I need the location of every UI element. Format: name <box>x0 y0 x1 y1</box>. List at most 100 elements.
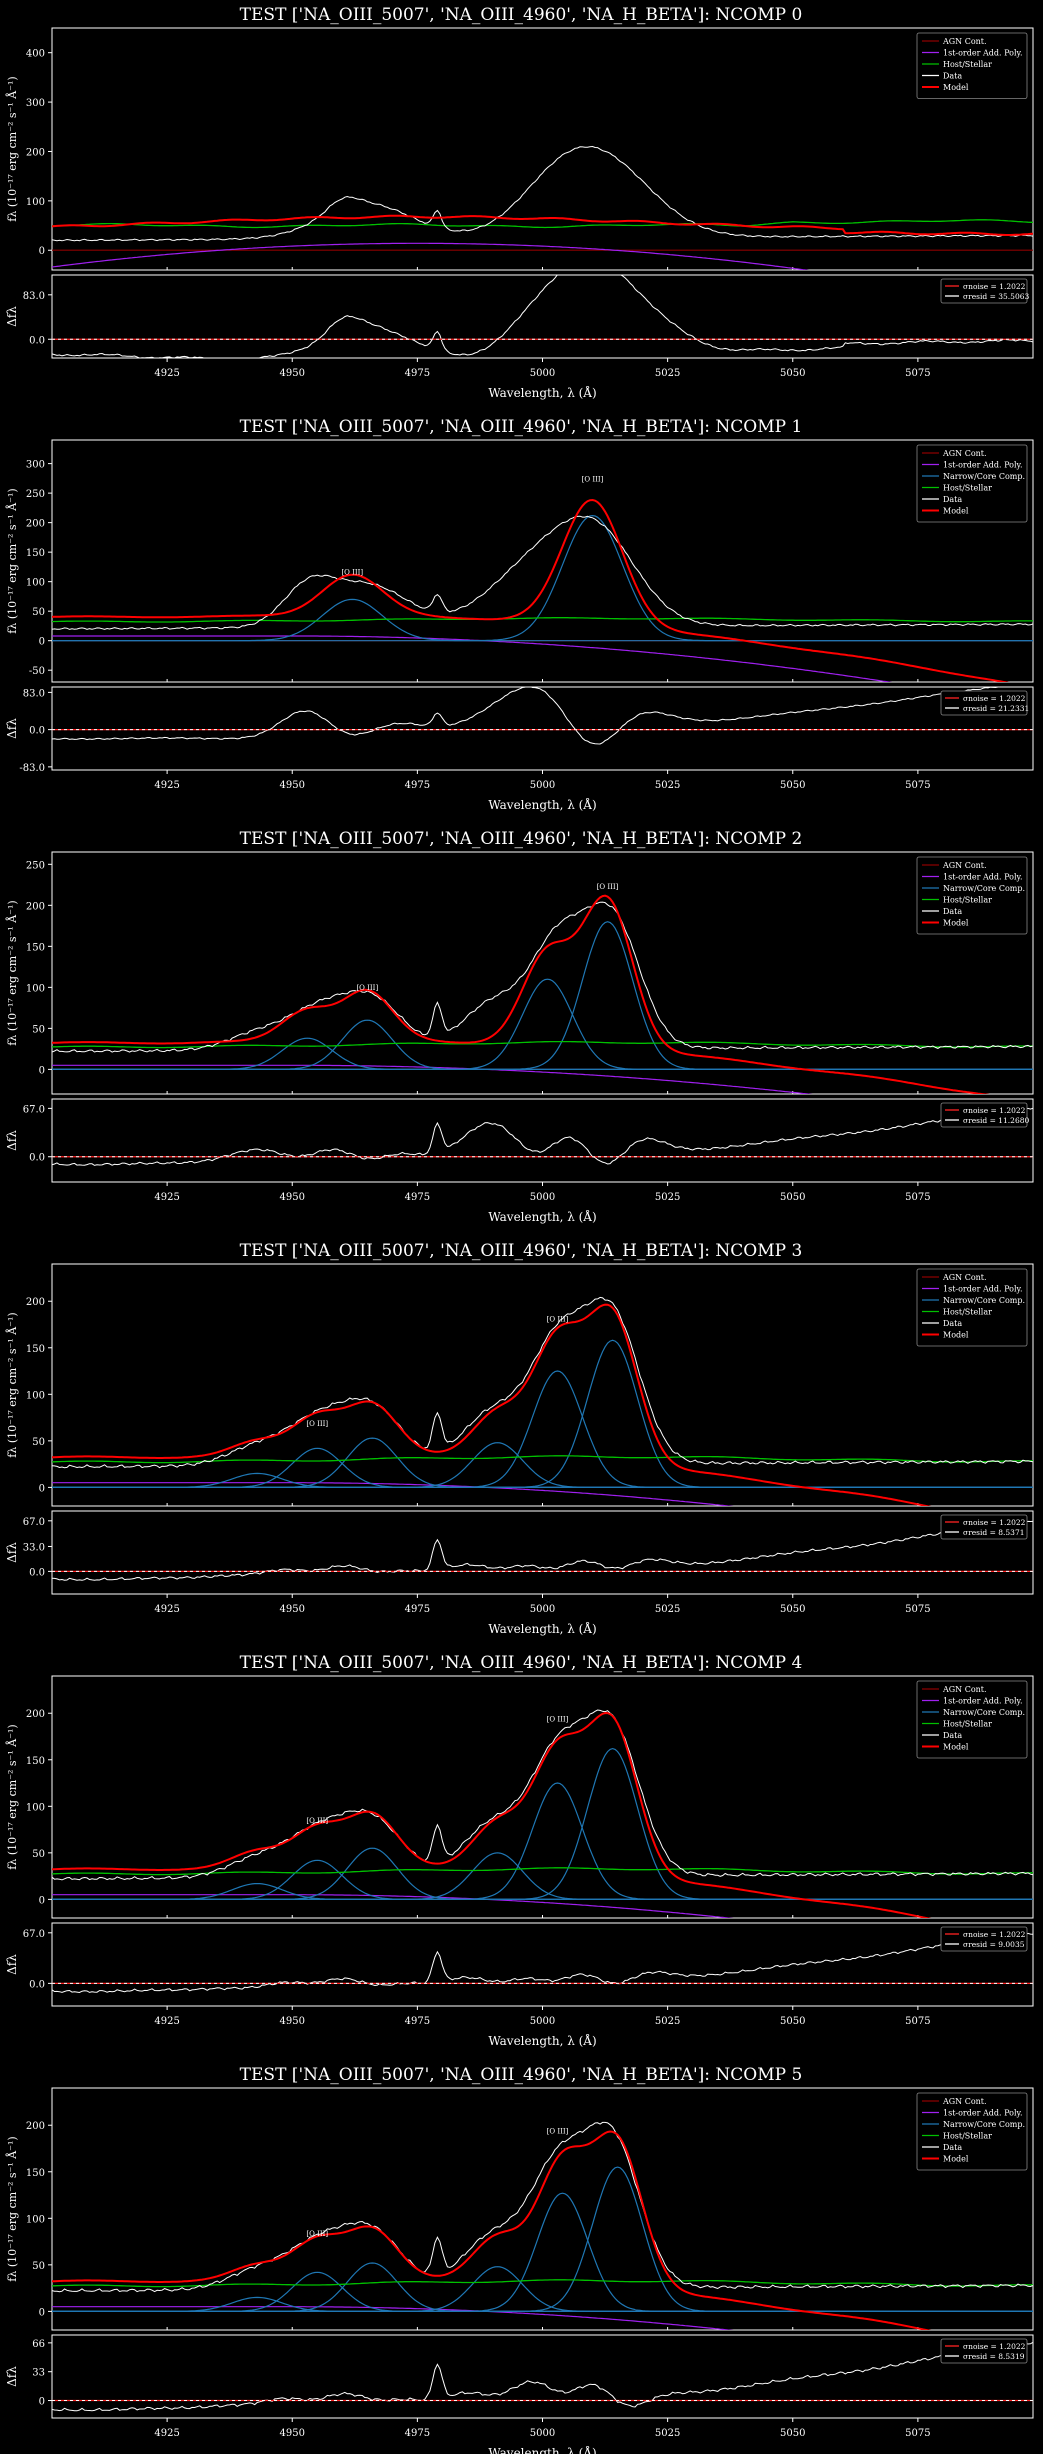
x-tick-label: 5025 <box>655 2428 680 2439</box>
y-tick-label: 100 <box>26 197 45 208</box>
residual-legend-box <box>940 690 1028 716</box>
model-line <box>52 498 1010 682</box>
legend-entry: Data <box>943 907 962 916</box>
residual-line <box>52 1520 1033 1581</box>
sigma-noise-label: σnoise = 1.2022 <box>963 282 1026 291</box>
x-axis-label: Wavelength, λ (Å) <box>488 1209 596 1224</box>
residual-line <box>52 1932 1033 1994</box>
legend-entry: Data <box>943 495 962 504</box>
legend-entry: AGN Cont. <box>942 1685 987 1694</box>
narrow-component-line <box>52 2271 1033 2312</box>
main-plot-area: [O III] [O III] <box>52 883 1033 1094</box>
legend-entry: Model <box>943 83 969 92</box>
sigma-resid-label: σresid = 9.0035 <box>963 1940 1025 1949</box>
y-tick-label: 150 <box>26 1756 45 1767</box>
y-tick-label: 100 <box>26 1802 45 1813</box>
x-tick-label: 5075 <box>905 1604 930 1615</box>
y-tick-label: 100 <box>26 983 45 994</box>
resid-y-tick-label: 33 <box>32 2368 45 2379</box>
host-stellar-line <box>52 1455 1033 1464</box>
x-tick-label: 4950 <box>280 780 305 791</box>
y-tick-label: 250 <box>26 489 45 500</box>
resid-y-tick-label: -83.0 <box>19 763 45 774</box>
narrow-component-line <box>52 2166 1033 2312</box>
x-tick-label: 5025 <box>655 1604 680 1615</box>
x-axis-label: Wavelength, λ (Å) <box>488 2445 596 2454</box>
resid-axis-label: Δfλ <box>5 1130 19 1151</box>
y-tick-label: 50 <box>32 2261 45 2272</box>
y-tick-label: 150 <box>26 1344 45 1355</box>
resid-y-tick-label: 0.0 <box>29 1567 45 1578</box>
panel-title: TEST ['NA_OIII_5007', 'NA_OIII_4960', 'N… <box>240 829 803 849</box>
legend-entry: Data <box>943 1731 962 1740</box>
legend-entry: Data <box>943 72 962 81</box>
polynomial-line <box>52 635 893 682</box>
host-stellar-line <box>52 1040 1033 1049</box>
y-tick-label: 150 <box>26 2168 45 2179</box>
host-stellar-line <box>52 617 1033 623</box>
sigma-resid-label: σresid = 11.2680 <box>963 1116 1029 1125</box>
residual-axes-frame <box>51 1098 1034 1183</box>
main-axes-frame <box>51 1263 1034 1507</box>
y-axis-label: fλ (10⁻¹⁷ erg cm⁻² s⁻¹ Å⁻¹) <box>5 76 19 221</box>
legend-entry: AGN Cont. <box>942 1273 987 1282</box>
y-axis-label: fλ (10⁻¹⁷ erg cm⁻² s⁻¹ Å⁻¹) <box>5 1724 19 1869</box>
x-tick-label: 4925 <box>154 368 179 379</box>
model-line <box>52 2130 932 2330</box>
panel-ncomp-2: TEST ['NA_OIII_5007', 'NA_OIII_4960', 'N… <box>5 829 1034 1224</box>
main-axes-frame <box>51 851 1034 1095</box>
host-stellar-line <box>52 219 1033 229</box>
legend: AGN Cont. 1st-order Add. Poly. Narrow/Core… <box>916 444 1028 523</box>
x-tick-label: 4975 <box>405 2016 430 2027</box>
x-tick-label: 5050 <box>780 780 805 791</box>
panel-title: TEST ['NA_OIII_5007', 'NA_OIII_4960', 'N… <box>240 1653 803 1673</box>
x-tick-label: 5050 <box>780 2016 805 2027</box>
legend-box <box>916 32 1028 99</box>
residual-legend-box <box>940 1926 1028 1952</box>
narrow-component-line <box>52 1747 1033 1900</box>
y-tick-label: 200 <box>26 1709 45 1720</box>
model-line <box>52 1303 932 1506</box>
panel-ncomp-0: TEST ['NA_OIII_5007', 'NA_OIII_4960', 'N… <box>5 5 1034 400</box>
residual-line <box>52 2341 1033 2412</box>
data-line <box>52 145 1033 242</box>
residual-line <box>52 275 1033 358</box>
main-plot-area: [O III] [O III] <box>52 1296 1033 1506</box>
sigma-noise-label: σnoise = 1.2022 <box>963 2342 1026 2351</box>
y-tick-label: 0 <box>39 1483 45 1494</box>
main-axes-frame <box>51 2087 1034 2331</box>
x-tick-label: 4950 <box>280 2428 305 2439</box>
x-tick-label: 5075 <box>905 2428 930 2439</box>
legend-box <box>916 444 1028 523</box>
resid-y-tick-label: 0.0 <box>29 1153 45 1164</box>
resid-y-tick-label: 0 <box>39 2397 45 2408</box>
x-axis-label: Wavelength, λ (Å) <box>488 1621 596 1636</box>
legend-entry: Host/Stellar <box>943 484 992 493</box>
main-axes-frame <box>51 27 1034 271</box>
oiii-line-label: [O III] <box>306 1817 328 1825</box>
y-tick-label: 150 <box>26 942 45 953</box>
model-line <box>52 214 1033 236</box>
x-tick-label: 4925 <box>154 780 179 791</box>
x-tick-label: 4950 <box>280 368 305 379</box>
x-tick-label: 4950 <box>280 1604 305 1615</box>
main-plot-area: [O III] [O III] <box>52 475 1033 682</box>
legend-entry: Model <box>943 1331 969 1340</box>
x-tick-label: 5050 <box>780 368 805 379</box>
host-stellar-line <box>52 2279 1033 2288</box>
x-tick-label: 5000 <box>530 368 555 379</box>
narrow-component-line <box>52 1447 1033 1488</box>
residual-axes-frame <box>51 686 1034 771</box>
y-tick-label: 200 <box>26 1297 45 1308</box>
y-tick-label: 200 <box>26 519 45 530</box>
narrow-component-line <box>52 1859 1033 1900</box>
y-tick-label: 300 <box>26 98 45 109</box>
data-line <box>52 1709 1033 1881</box>
narrow-component-line <box>52 1883 1033 1900</box>
oiii-line-label: [O III] <box>356 984 378 992</box>
sigma-resid-label: σresid = 35.5063 <box>963 292 1029 301</box>
x-tick-label: 4975 <box>405 1604 430 1615</box>
